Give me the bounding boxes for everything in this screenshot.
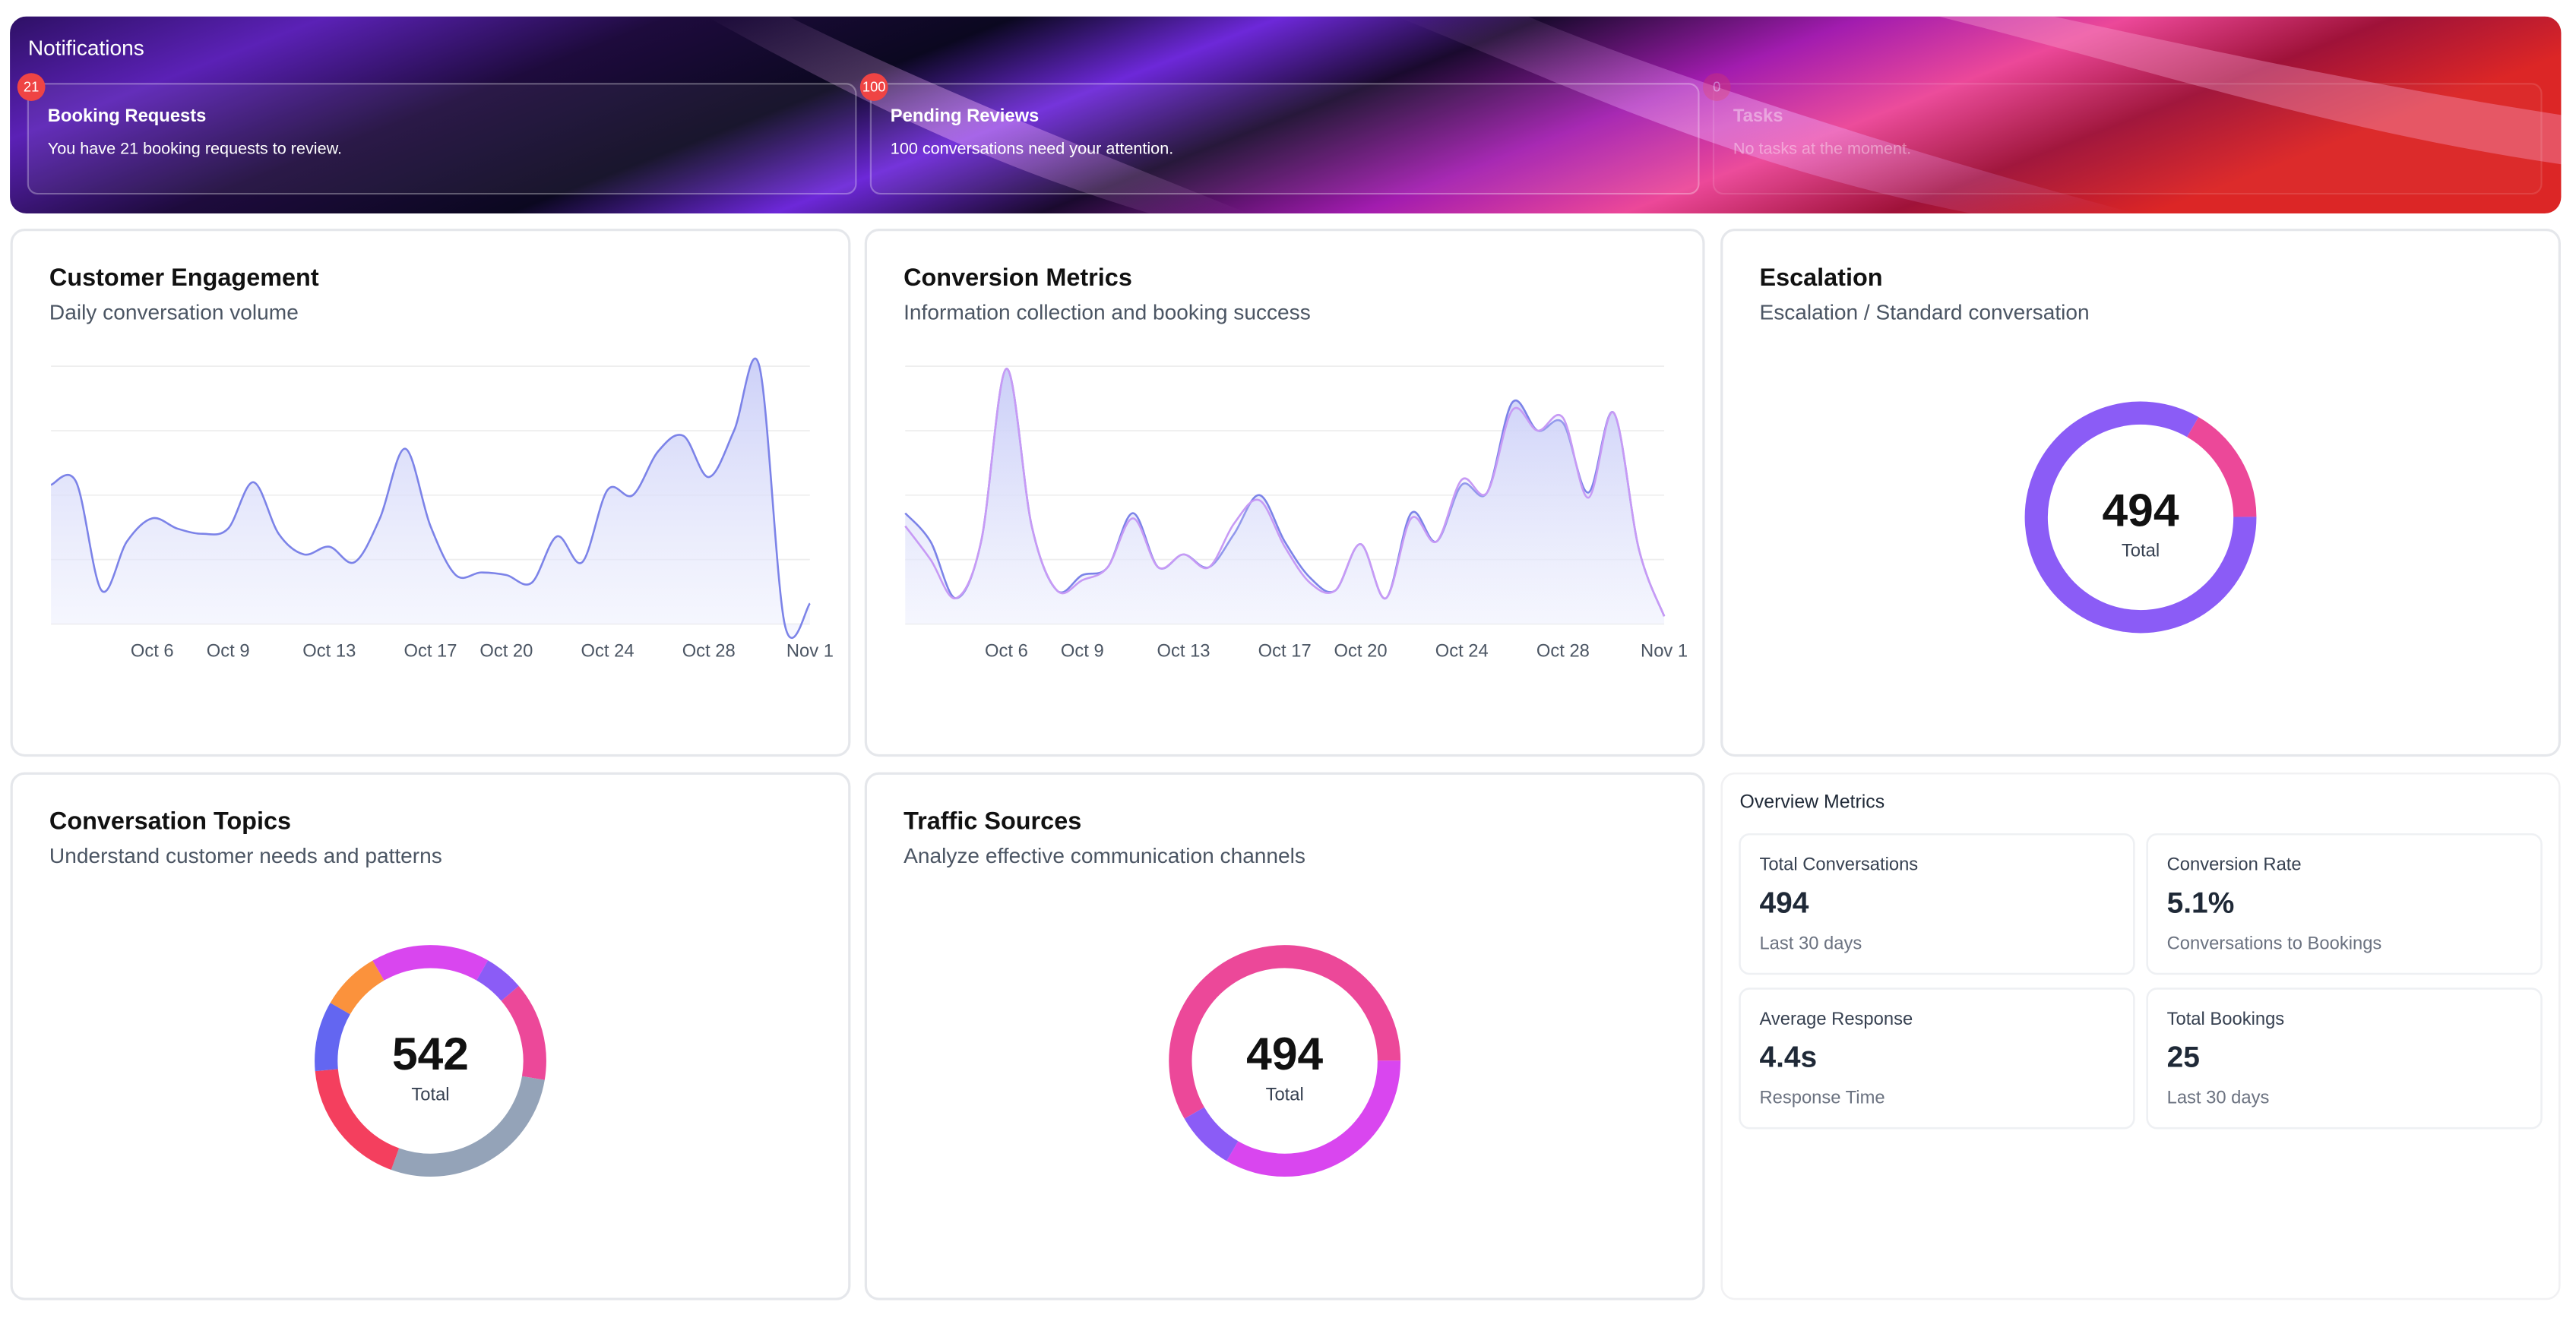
metric-card xyxy=(1739,988,2135,1130)
metric-label: Average Response xyxy=(1759,1009,1913,1029)
donut-total: 494 xyxy=(1246,1028,1323,1079)
banner xyxy=(10,16,2562,214)
donut-segment xyxy=(391,1076,545,1177)
notification-card: Booking Requests You have 21 booking requ… xyxy=(17,73,857,195)
notification-card: Tasks No tasks at the moment. 0 xyxy=(1702,73,2543,195)
donut-segment xyxy=(1169,945,1401,1119)
x-tick-label: Oct 20 xyxy=(479,641,533,662)
line-area xyxy=(51,358,810,638)
notification-title: Tasks xyxy=(1733,106,1783,126)
x-tick-label: Oct 9 xyxy=(207,641,250,662)
card-title: Escalation xyxy=(1759,264,1882,291)
x-tick-label: Oct 20 xyxy=(1334,641,1388,662)
card-subtitle: Information collection and booking succe… xyxy=(903,300,1311,324)
x-tick-label: Oct 6 xyxy=(985,641,1028,662)
donut-segment xyxy=(315,1003,351,1072)
notification-card: Pending Reviews 100 conversations need yo… xyxy=(859,73,1700,195)
x-tick-label: Oct 28 xyxy=(1536,641,1590,662)
donut-segment xyxy=(1184,1107,1239,1161)
line xyxy=(904,368,1666,617)
card-subtitle: Analyze effective communication channels xyxy=(903,844,1305,867)
notification-title: Booking Requests xyxy=(48,106,207,126)
donut-segment xyxy=(372,945,489,981)
metric-value: 4.4s xyxy=(1759,1041,1817,1074)
notification-text: You have 21 booking requests to review. xyxy=(48,138,342,157)
overview-title: Overview Metrics xyxy=(1740,792,1885,813)
banner-streak xyxy=(1396,16,2136,214)
donut-segment xyxy=(1226,1060,1401,1177)
metric-value: 25 xyxy=(2167,1041,2200,1074)
notification-text: No tasks at the moment. xyxy=(1733,138,1911,157)
banner-streak xyxy=(1938,16,2562,165)
notification-box xyxy=(27,83,857,195)
card-title: Conversation Topics xyxy=(49,807,291,835)
notification-box xyxy=(869,83,1700,195)
card-subtitle: Understand customer needs and patterns xyxy=(49,844,442,867)
donut-segment xyxy=(476,960,519,1001)
card-title: Traffic Sources xyxy=(903,807,1081,835)
x-tick-label: Oct 17 xyxy=(1258,641,1312,662)
banner-streak xyxy=(706,16,1249,214)
metric-label: Total Bookings xyxy=(2167,1009,2285,1029)
card-subtitle: Escalation / Standard conversation xyxy=(1759,300,2089,324)
metric-card xyxy=(1739,833,2135,975)
notification-count: 100 xyxy=(862,79,886,95)
donut-segment xyxy=(2186,417,2257,517)
metric-card xyxy=(2146,988,2543,1130)
metric-note: Last 30 days xyxy=(2167,1088,2270,1108)
donut-total-label: Total xyxy=(1266,1084,1304,1104)
x-tick-label: Oct 6 xyxy=(131,641,174,662)
notification-count: 21 xyxy=(24,79,39,95)
metric-note: Last 30 days xyxy=(1759,933,1862,953)
notification-title: Pending Reviews xyxy=(891,106,1039,126)
metric-note: Conversations to Bookings xyxy=(2167,933,2382,953)
x-tick-label: Oct 13 xyxy=(1157,641,1210,662)
donut-total-label: Total xyxy=(411,1084,449,1104)
banner-bg xyxy=(10,16,2562,214)
donut-total-label: Total xyxy=(2122,541,2160,561)
donut-segment xyxy=(330,960,385,1015)
card-title: Customer Engagement xyxy=(49,264,319,291)
x-tick-label: Oct 9 xyxy=(1061,641,1104,662)
card xyxy=(10,772,851,1300)
metric-value: 494 xyxy=(1759,886,1809,919)
donut-segment xyxy=(315,1069,400,1170)
notifications-title: Notifications xyxy=(28,36,144,59)
notification-badge xyxy=(1702,73,1731,101)
card-title: Conversion Metrics xyxy=(903,264,1132,291)
x-tick-label: Oct 13 xyxy=(302,641,356,662)
card xyxy=(1720,229,2561,757)
notification-count: 0 xyxy=(1713,79,1720,95)
notification-text: 100 conversations need your attention. xyxy=(891,138,1173,157)
x-tick-label: Nov 1 xyxy=(786,641,834,662)
metric-card xyxy=(2146,833,2543,975)
card-subtitle: Daily conversation volume xyxy=(49,300,299,324)
notification-box xyxy=(1712,83,2543,195)
metric-label: Total Conversations xyxy=(1759,855,1918,875)
x-tick-label: Oct 24 xyxy=(581,641,635,662)
metric-note: Response Time xyxy=(1759,1088,1885,1108)
donut-segment xyxy=(501,986,546,1080)
donut-total: 542 xyxy=(392,1028,469,1079)
donut-total: 494 xyxy=(2103,485,2179,536)
x-tick-label: Oct 17 xyxy=(403,641,457,662)
line xyxy=(50,357,811,640)
notification-badge xyxy=(17,73,46,101)
notification-badge xyxy=(859,73,888,101)
x-tick-label: Oct 24 xyxy=(1435,641,1489,662)
metric-value: 5.1% xyxy=(2167,886,2235,919)
line-area xyxy=(905,368,1665,624)
donut-segment xyxy=(2024,401,2257,634)
card xyxy=(864,772,1705,1300)
metric-label: Conversion Rate xyxy=(2167,855,2302,875)
x-tick-label: Nov 1 xyxy=(1641,641,1688,662)
x-tick-label: Oct 28 xyxy=(682,641,736,662)
